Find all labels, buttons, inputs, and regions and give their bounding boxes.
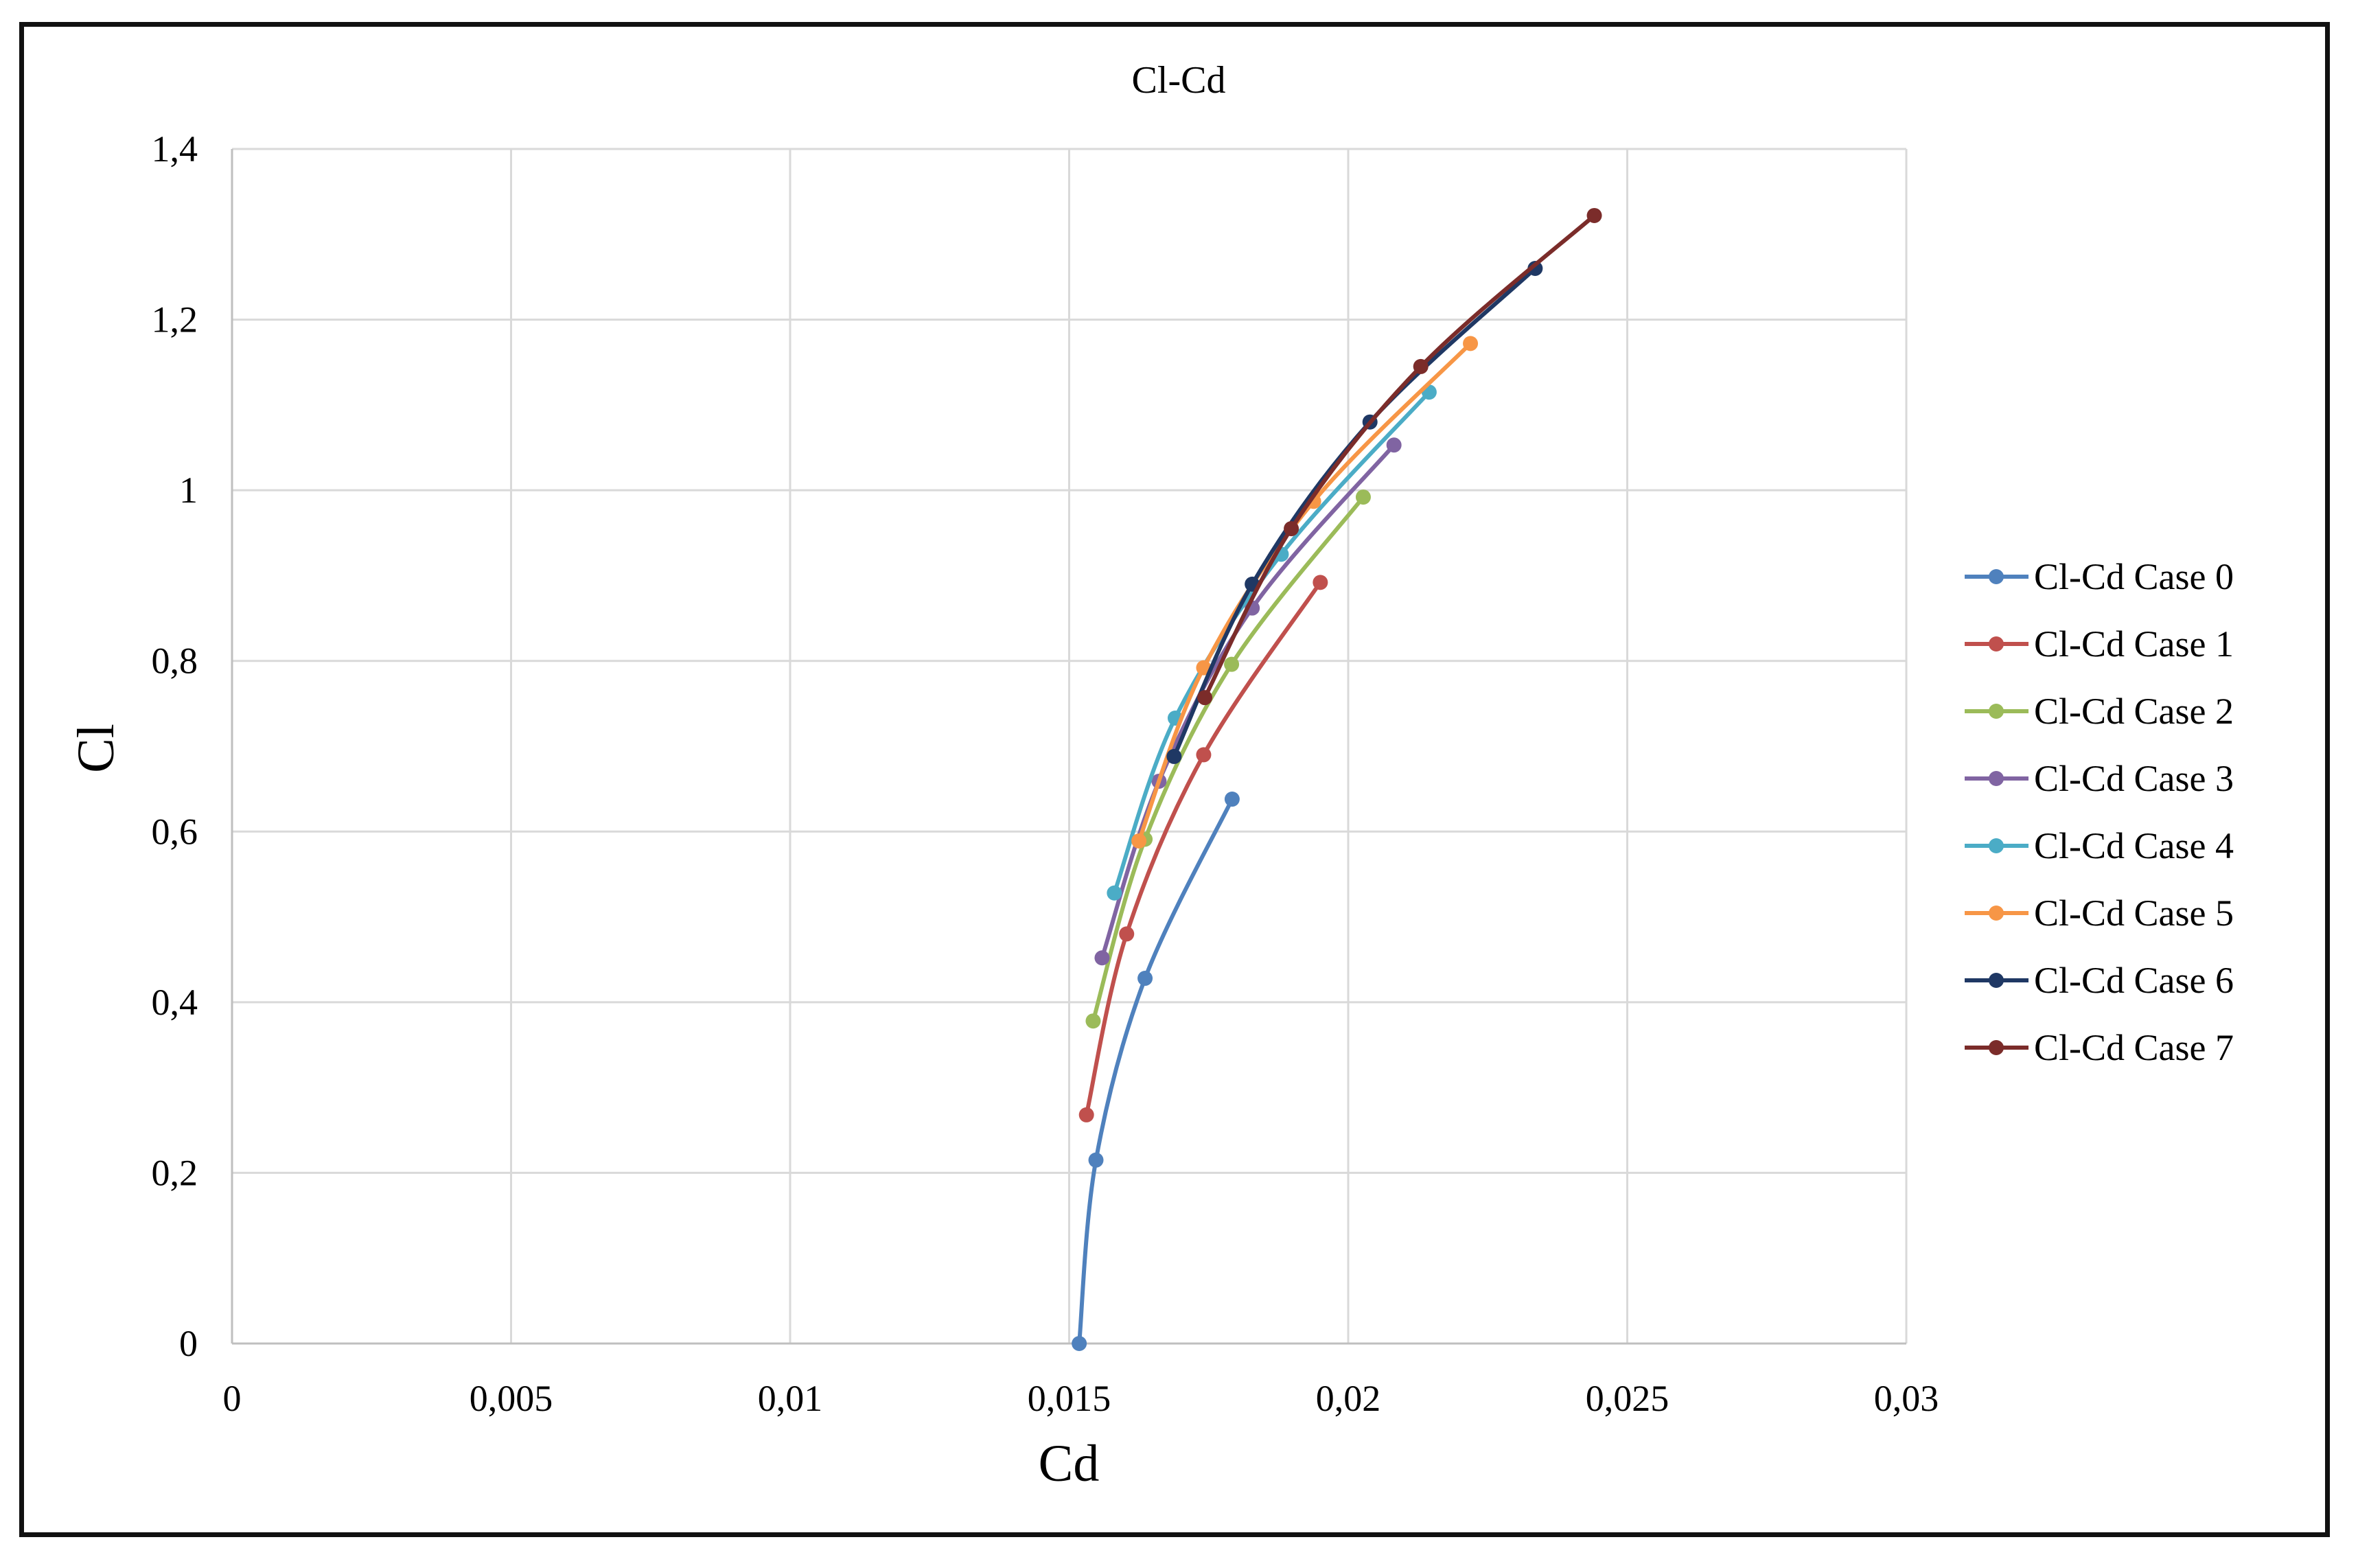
data-point	[1224, 656, 1240, 672]
data-point	[1355, 489, 1371, 505]
series-case-2	[1085, 489, 1371, 1029]
data-point	[1413, 358, 1429, 374]
series-layer	[1072, 207, 1602, 1351]
x-tick-label: 0,01	[758, 1378, 823, 1419]
x-tick-label: 0	[223, 1378, 242, 1419]
legend: Cl-Cd Case 0 Cl-Cd Case 1 Cl-Cd Case 2 Cl-C…	[1965, 556, 2234, 1068]
legend-swatch-marker	[1989, 704, 2004, 719]
data-point	[1197, 690, 1213, 706]
data-point	[1196, 747, 1212, 763]
legend-entry: Cl-Cd Case 0	[1965, 556, 2234, 597]
y-tick-label: 0,4	[152, 982, 198, 1023]
legend-label: Cl-Cd Case 1	[2034, 623, 2234, 665]
data-point	[1088, 1152, 1104, 1168]
data-point	[1166, 748, 1182, 764]
series-line	[1112, 391, 1431, 894]
series-case-4	[1107, 384, 1437, 901]
x-tick-label: 0,03	[1874, 1378, 1939, 1419]
data-point	[1224, 792, 1240, 807]
data-point	[1586, 207, 1602, 223]
legend-entry: Cl-Cd Case 7	[1965, 1027, 2234, 1068]
legend-entry: Cl-Cd Case 2	[1965, 691, 2234, 732]
x-tick-label: 0,015	[1028, 1378, 1111, 1419]
legend-swatch-marker	[1989, 906, 2004, 921]
chart-frame	[19, 22, 2330, 1537]
legend-label: Cl-Cd Case 6	[2034, 960, 2234, 1001]
x-tick-label: 0,025	[1586, 1378, 1669, 1419]
series-case-7	[1197, 207, 1602, 706]
legend-swatch-marker	[1989, 973, 2004, 988]
series-line	[1084, 581, 1322, 1116]
legend-swatch-marker	[1989, 771, 2004, 786]
legend-entry: Cl-Cd Case 4	[1965, 825, 2234, 866]
legend-swatch-marker	[1989, 636, 2004, 652]
series-line	[1203, 214, 1596, 699]
data-point	[1078, 1107, 1094, 1122]
y-tick-label: 0,8	[152, 641, 198, 682]
data-point	[1313, 575, 1328, 590]
legend-swatch-marker	[1989, 838, 2004, 853]
tick-labels: 0 0,2 0,4 0,6 0,8 1 1,2 1,4 0 0,005 0,01 0,015 0,02 0…	[152, 128, 1939, 1419]
y-axis-title: Cl	[67, 724, 125, 773]
legend-entry: Cl-Cd Case 1	[1965, 623, 2234, 665]
grid	[232, 148, 1908, 1344]
data-point	[1119, 926, 1135, 942]
data-point	[1386, 437, 1402, 453]
y-tick-label: 0,2	[152, 1152, 198, 1193]
y-tick-label: 1	[179, 470, 198, 511]
data-point	[1284, 521, 1299, 537]
series-line	[1137, 342, 1472, 842]
legend-label: Cl-Cd Case 7	[2034, 1027, 2234, 1068]
data-point	[1107, 885, 1122, 901]
series-line	[1172, 266, 1537, 758]
axes	[231, 149, 1906, 1345]
y-tick-label: 0	[179, 1323, 198, 1364]
legend-label: Cl-Cd Case 5	[2034, 892, 2234, 934]
legend-label: Cl-Cd Case 2	[2034, 691, 2234, 732]
series-line	[1091, 496, 1365, 1022]
data-point	[1094, 950, 1110, 966]
data-point	[1463, 336, 1479, 351]
series-case-6	[1166, 261, 1543, 764]
legend-entry: Cl-Cd Case 5	[1965, 892, 2234, 934]
x-tick-label: 0,005	[470, 1378, 553, 1419]
data-point	[1072, 1336, 1087, 1351]
legend-label: Cl-Cd Case 0	[2034, 556, 2234, 597]
legend-swatch-marker	[1989, 1040, 2004, 1055]
y-tick-label: 1,4	[152, 128, 198, 170]
legend-label: Cl-Cd Case 4	[2034, 825, 2234, 866]
x-tick-label: 0,02	[1316, 1378, 1381, 1419]
x-axis-title: Cd	[1039, 1435, 1100, 1492]
data-point	[1131, 833, 1147, 849]
chart-title: Cl-Cd	[1132, 59, 1226, 102]
data-point	[1527, 261, 1543, 276]
y-tick-label: 0,6	[152, 811, 198, 852]
series-line	[1077, 798, 1234, 1344]
legend-label: Cl-Cd Case 3	[2034, 758, 2234, 799]
series-case-5	[1131, 336, 1479, 849]
legend-entry: Cl-Cd Case 6	[1965, 960, 2234, 1001]
series-case-3	[1094, 437, 1402, 966]
legend-entry: Cl-Cd Case 3	[1965, 758, 2234, 799]
series-case-0	[1072, 792, 1240, 1351]
y-tick-label: 1,2	[152, 299, 198, 341]
series-case-1	[1078, 575, 1328, 1122]
data-point	[1137, 971, 1153, 987]
legend-swatch-marker	[1989, 569, 2004, 584]
data-point	[1085, 1013, 1101, 1029]
